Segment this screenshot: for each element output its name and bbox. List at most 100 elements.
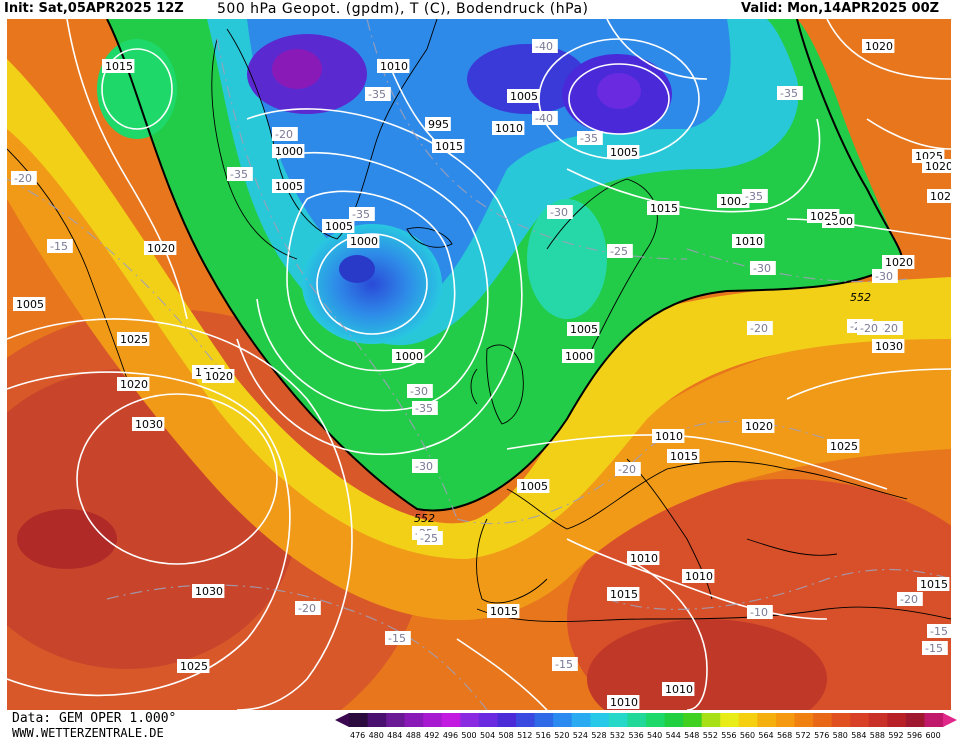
- isobar-label: 1025: [827, 439, 860, 453]
- ireland-coast: [470, 368, 478, 405]
- color-legend-cell: [367, 713, 387, 727]
- temperature-label: -15: [385, 631, 411, 645]
- svg-text:-15: -15: [930, 625, 948, 638]
- color-legend-cell: [813, 713, 833, 727]
- svg-text:-35: -35: [415, 402, 433, 415]
- isobar-1030-ring: [76, 393, 278, 565]
- color-legend-cell: [553, 713, 573, 727]
- isobar-label: 1025: [117, 332, 150, 346]
- color-legend-tick-label: 508: [499, 731, 514, 740]
- color-legend-tick-label: 592: [888, 731, 903, 740]
- temperature-label: -15: [47, 239, 73, 253]
- isobar-label: 995: [425, 117, 451, 131]
- color-legend-cell: [646, 713, 666, 727]
- isobar-label: 1020: [202, 369, 235, 383]
- svg-text:1025: 1025: [180, 660, 208, 673]
- color-legend-tick-label: 548: [684, 731, 699, 740]
- color-legend-cell: [441, 713, 461, 727]
- color-legend-cell: [664, 713, 684, 727]
- contour-552-label-lower: 552: [414, 512, 435, 525]
- isobar-1005-ring: [256, 151, 489, 412]
- color-legend-tick-label: 580: [833, 731, 848, 740]
- svg-text:-20: -20: [750, 322, 768, 335]
- isobar-label: 1020: [117, 377, 150, 391]
- color-legend-tick-label: 524: [573, 731, 588, 740]
- svg-text:1010: 1010: [655, 430, 683, 443]
- color-legend-tick-label: 528: [591, 731, 606, 740]
- color-legend-cell: [738, 713, 758, 727]
- svg-text:1015: 1015: [105, 60, 133, 73]
- color-legend-cell: [516, 713, 536, 727]
- svg-text:1010: 1010: [685, 570, 713, 583]
- high-center-zone: [17, 509, 117, 569]
- color-legend-tick-label: 532: [610, 731, 625, 740]
- isobar-ne-1020b: [866, 118, 951, 150]
- color-legend-cells: [335, 713, 957, 727]
- europe-coast: [506, 461, 908, 530]
- chart-header: Init: Sat,05APR2025 12Z 500 hPa Geopot. …: [0, 0, 959, 19]
- color-legend-tick-label: 504: [480, 731, 495, 740]
- svg-text:1030: 1030: [875, 340, 903, 353]
- temperature-label: -20: [272, 127, 298, 141]
- temperature-label: -15: [922, 641, 948, 655]
- isobar-label: 1015: [487, 604, 520, 618]
- isobar-label: 1015: [917, 577, 950, 591]
- color-legend-cell: [478, 713, 498, 727]
- isobar-africa-1015: [456, 638, 548, 710]
- isobar-label: 1005: [607, 145, 640, 159]
- svg-text:-15: -15: [555, 658, 573, 671]
- color-legend-tick-label: 560: [740, 731, 755, 740]
- valid-time: Valid: Mon,14APR2025 00Z: [741, 1, 940, 16]
- color-legend-tick-label: 520: [554, 731, 569, 740]
- isobar-1000-ring: [286, 190, 456, 372]
- color-legend-tick-label: 600: [925, 731, 940, 740]
- color-legend-tick-label: 488: [406, 731, 421, 740]
- isobar-label: 1020: [922, 159, 951, 173]
- svg-text:-40: -40: [535, 40, 553, 53]
- chart-title: 500 hPa Geopot. (gpdm), T (C), Bodendruc…: [217, 1, 589, 17]
- svg-text:-30: -30: [875, 270, 893, 283]
- isobar-africa-1010: [626, 558, 708, 710]
- svg-text:552: 552: [850, 291, 871, 304]
- svg-text:995: 995: [428, 118, 449, 131]
- low-pressure-center: [302, 224, 442, 344]
- color-legend-cell: [627, 713, 647, 727]
- svg-text:1020: 1020: [930, 190, 951, 203]
- svg-text:1025: 1025: [830, 440, 858, 453]
- svg-text:1030: 1030: [195, 585, 223, 598]
- color-legend-tick-label: 552: [703, 731, 718, 740]
- color-legend-cell: [794, 713, 814, 727]
- svg-text:1010: 1010: [735, 235, 763, 248]
- isobar-label: 1020: [144, 241, 177, 255]
- svg-text:1020: 1020: [865, 40, 893, 53]
- isobar-label: 1030: [872, 339, 905, 353]
- color-legend-cell: [534, 713, 554, 727]
- weather-map: 1020 1015 1010 1005 1000 995 1010 1005 1005 1000 1…: [7, 19, 951, 710]
- contour-552-label-upper: 552: [850, 291, 871, 304]
- temperature-label: -30: [412, 459, 438, 473]
- svg-text:1015: 1015: [610, 588, 638, 601]
- temperature-label: -35: [227, 167, 253, 181]
- isobar-label: 1005: [322, 219, 355, 233]
- svg-text:-20: -20: [14, 172, 32, 185]
- svg-text:-30: -30: [415, 460, 433, 473]
- svg-text:1025: 1025: [810, 210, 838, 223]
- low-core: [339, 255, 375, 283]
- color-legend-cell: [924, 713, 944, 727]
- isobar-label: 1005: [717, 194, 750, 208]
- color-legend-tick-label: 484: [387, 731, 402, 740]
- temperature-label: -20: [897, 592, 923, 606]
- svg-text:-25: -25: [420, 532, 438, 545]
- color-legend-cell: [775, 713, 795, 727]
- purple-core-east: [597, 73, 641, 109]
- svg-text:1010: 1010: [495, 122, 523, 135]
- north-africa-coast: [476, 606, 951, 622]
- color-legend-tick-label: 536: [628, 731, 643, 740]
- svg-text:1020: 1020: [120, 378, 148, 391]
- isobar-label: 1020: [742, 419, 775, 433]
- color-legend-high-arrow: [943, 713, 957, 727]
- svg-text:-20: -20: [900, 593, 918, 606]
- isobar-label: 1015: [432, 139, 465, 153]
- color-legend-tick-label: 500: [461, 731, 476, 740]
- temperature-label: -25: [607, 244, 633, 258]
